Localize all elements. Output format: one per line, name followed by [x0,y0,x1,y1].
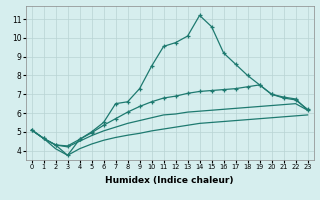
X-axis label: Humidex (Indice chaleur): Humidex (Indice chaleur) [105,176,234,185]
